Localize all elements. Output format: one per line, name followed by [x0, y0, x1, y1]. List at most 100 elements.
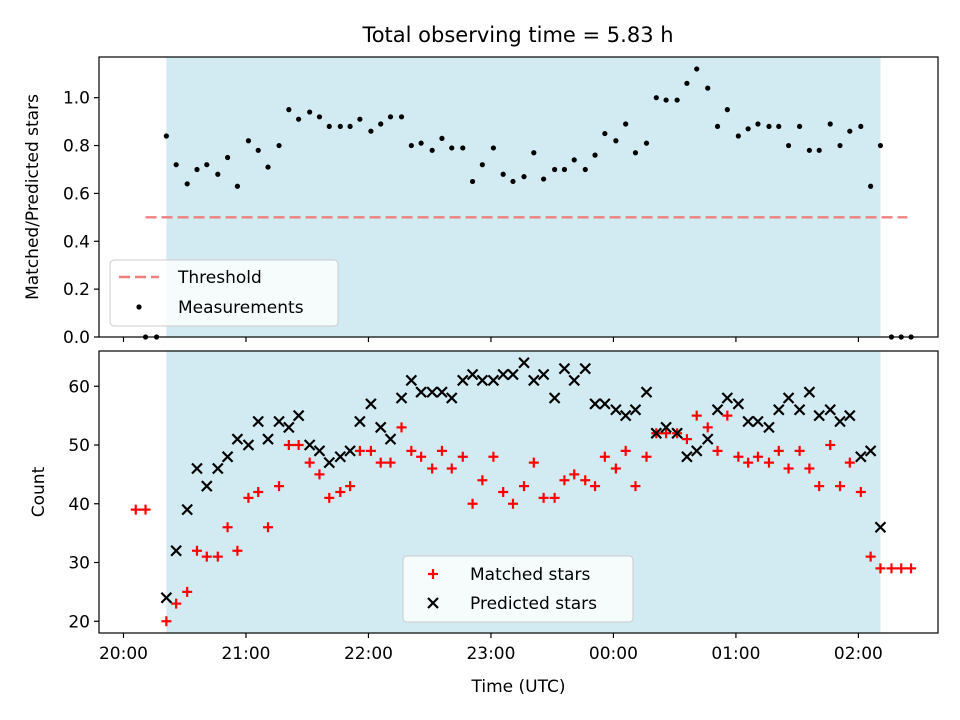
matched-star-point — [498, 487, 509, 497]
predicted-star-point — [619, 409, 632, 422]
measurement-point — [234, 183, 241, 189]
matched-star-point — [814, 481, 825, 492]
legend-threshold-label: Threshold — [177, 268, 262, 288]
matched-star-point — [436, 445, 447, 456]
matched-star-point — [844, 457, 855, 468]
measurement-point — [847, 128, 853, 134]
matched-star-point — [702, 422, 713, 433]
measurement-point — [674, 97, 680, 103]
measurement-point — [735, 133, 741, 139]
measurement-point — [439, 135, 445, 141]
matched-star-point — [171, 598, 182, 609]
measurement-point — [490, 145, 496, 151]
matched-star-point — [773, 445, 784, 456]
predicted-star-point — [273, 415, 285, 428]
matched-star-point — [140, 504, 151, 515]
predicted-star-point — [497, 368, 509, 381]
predicted-star-point — [742, 415, 754, 428]
measurement-point — [827, 121, 833, 127]
predicted-star-point — [599, 398, 611, 410]
measurement-point — [255, 147, 261, 153]
predicted-star-point — [772, 403, 785, 416]
measurement-point — [357, 116, 363, 122]
y-tick-label: 40 — [68, 495, 90, 515]
matched-star-point — [886, 563, 897, 574]
matched-star-point — [416, 451, 427, 462]
x-tick-label: 02:00 — [834, 644, 883, 664]
measurement-point — [705, 85, 711, 91]
measurement-point — [877, 142, 884, 149]
measurement-point — [561, 166, 568, 173]
measurement-point — [858, 123, 864, 130]
measurement-point — [541, 176, 547, 182]
predicted-star-point — [732, 398, 745, 410]
predicted-star-point — [313, 445, 326, 457]
measurement-point — [868, 183, 874, 189]
matched-star-point — [896, 563, 907, 574]
predicted-star-point — [690, 445, 703, 457]
matched-star-point — [804, 463, 815, 474]
predicted-star-point — [365, 398, 377, 410]
x-tick-label: 22:00 — [344, 644, 393, 664]
predicted-star-point — [803, 386, 816, 398]
measurement-point — [816, 147, 822, 153]
matched-star-point — [304, 457, 315, 468]
predicted-star-point — [323, 456, 336, 469]
measurement-point — [623, 121, 629, 127]
predicted-star-point — [456, 374, 469, 387]
predicted-star-point — [855, 450, 867, 463]
measurement-point — [663, 97, 669, 103]
measurement-point — [378, 121, 384, 127]
bottom-y-axis-label: Count — [29, 466, 49, 517]
matched-star-point — [712, 445, 723, 456]
measurement-point — [796, 123, 803, 130]
predicted-star-point — [212, 462, 224, 475]
predicted-star-point — [170, 544, 182, 557]
matched-star-point — [130, 504, 141, 515]
measurement-point — [531, 150, 537, 156]
predicted-star-point — [834, 415, 846, 428]
measurement-point — [571, 157, 577, 163]
predicted-star-point — [681, 450, 693, 463]
matched-star-point — [722, 410, 733, 421]
measurement-point — [806, 147, 812, 153]
y-tick-label: 0.6 — [63, 184, 90, 204]
matched-star-point — [263, 522, 274, 533]
matched-star-point — [752, 451, 763, 462]
measurement-point — [602, 130, 608, 137]
predicted-star-point — [160, 591, 173, 604]
y-tick-label: 30 — [68, 554, 90, 574]
measurement-point — [215, 171, 221, 177]
predicted-star-point — [548, 392, 561, 404]
bottom-legend: Matched stars Predicted stars — [402, 555, 634, 623]
measurement-point — [837, 142, 843, 149]
legend-measurements-swatch — [136, 304, 142, 310]
matched-star-point — [212, 551, 223, 562]
y-tick-label: 0.2 — [63, 280, 90, 300]
measurement-point — [316, 114, 323, 120]
matched-star-point — [763, 457, 774, 468]
predicted-star-point — [344, 445, 356, 457]
predicted-star-point — [579, 362, 592, 375]
matched-star-point — [630, 481, 641, 492]
measurement-point — [429, 147, 435, 153]
predicted-star-point — [436, 386, 448, 398]
predicted-star-point — [426, 386, 438, 398]
matched-star-point — [569, 469, 580, 480]
matched-star-point — [253, 487, 264, 497]
matched-star-point — [243, 492, 254, 503]
predicted-star-point — [711, 403, 724, 416]
y-tick-label: 0.4 — [63, 232, 90, 252]
matched-star-point — [477, 475, 488, 486]
matched-star-point — [283, 440, 294, 450]
predicted-star-point — [181, 503, 193, 516]
predicted-star-point — [589, 398, 601, 410]
y-tick-label: 60 — [68, 377, 90, 397]
predicted-star-point — [650, 427, 663, 440]
measurement-point — [643, 140, 650, 146]
matched-star-point — [375, 457, 386, 468]
matched-star-point — [354, 445, 365, 456]
matched-star-point — [681, 434, 692, 445]
matched-star-point — [274, 481, 285, 492]
